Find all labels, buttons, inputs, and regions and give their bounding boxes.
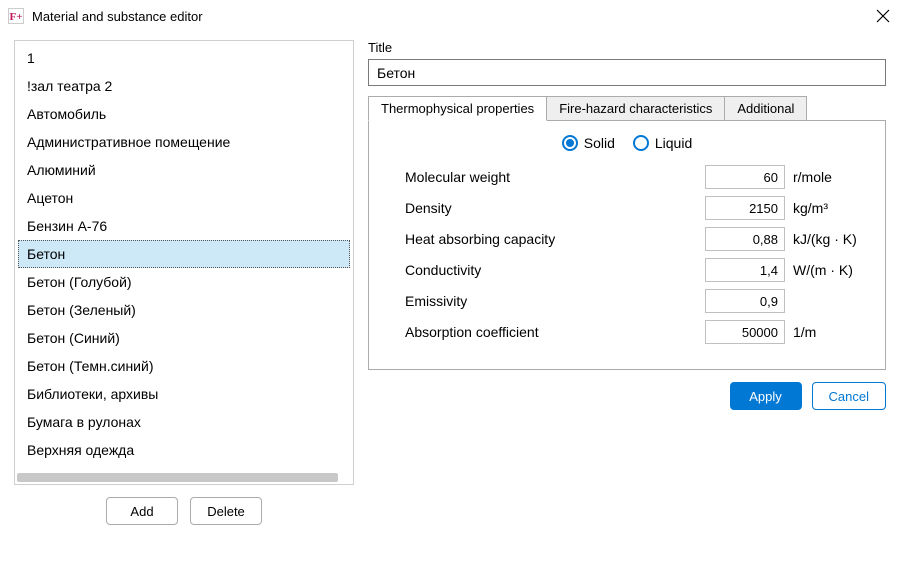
tab-thermo[interactable]: Thermophysical properties [368,96,547,121]
content: 1!зал театра 2АвтомобильАдминистративное… [0,32,900,561]
prop-unit: kJ/(kg · K) [793,231,865,247]
list-item[interactable]: Бетон (Синий) [18,324,350,352]
prop-row: Molecular weight r/mole [389,165,865,189]
delete-button[interactable]: Delete [190,497,262,525]
prop-unit: kg/m³ [793,200,865,216]
prop-row: Absorption coefficient 1/m [389,320,865,344]
radio-liquid-indicator [633,135,649,151]
add-button[interactable]: Add [106,497,178,525]
prop-row: Emissivity [389,289,865,313]
tabs: Thermophysical properties Fire-hazard ch… [368,96,886,121]
phase-radio-group: Solid Liquid [389,135,865,151]
title-input[interactable] [368,59,886,86]
window-title: Material and substance editor [32,9,203,24]
list-item[interactable]: Административное помещение [18,128,350,156]
prop-label: Density [405,200,705,216]
prop-input[interactable] [705,227,785,251]
hscrollbar[interactable] [15,473,353,484]
radio-solid[interactable]: Solid [562,135,615,151]
list-item[interactable]: Ацетон [18,184,350,212]
prop-input[interactable] [705,165,785,189]
radio-solid-label: Solid [584,135,615,151]
prop-label: Conductivity [405,262,705,278]
tab-panel-thermo: Solid Liquid Molecular weight r/mole Densi… [368,120,886,370]
list-item[interactable]: Бетон (Зеленый) [18,296,350,324]
radio-solid-indicator [562,135,578,151]
app-icon-text: F+ [10,11,23,23]
list-item[interactable]: Автомобиль [18,100,350,128]
prop-label: Molecular weight [405,169,705,185]
prop-unit: W/(m · K) [793,262,865,278]
list-item[interactable]: Бумага в рулонах [18,408,350,436]
prop-unit: 1/m [793,324,865,340]
prop-label: Emissivity [405,293,705,309]
left-panel: 1!зал театра 2АвтомобильАдминистративное… [14,40,354,549]
close-icon[interactable] [876,9,890,23]
tab-fire[interactable]: Fire-hazard characteristics [547,96,725,121]
list-item[interactable]: Алюминий [18,156,350,184]
prop-row: Heat absorbing capacity kJ/(kg · K) [389,227,865,251]
material-list-scroll[interactable]: 1!зал театра 2АвтомобильАдминистративное… [15,41,353,473]
prop-input[interactable] [705,258,785,282]
list-item[interactable]: Верхняя одежда [18,436,350,464]
list-item[interactable]: Бетон (Голубой) [18,268,350,296]
list-item[interactable]: 1 [18,44,350,72]
radio-liquid[interactable]: Liquid [633,135,692,151]
prop-input[interactable] [705,320,785,344]
apply-button[interactable]: Apply [730,382,802,410]
prop-row: Conductivity W/(m · K) [389,258,865,282]
cancel-button[interactable]: Cancel [812,382,886,410]
list-item[interactable]: Бетон [18,240,350,268]
radio-liquid-label: Liquid [655,135,692,151]
prop-label: Absorption coefficient [405,324,705,340]
list-item[interactable]: Бензин А-76 [18,212,350,240]
prop-label: Heat absorbing capacity [405,231,705,247]
list-item[interactable]: Бетон (Темн.синий) [18,352,350,380]
right-panel: Title Thermophysical properties Fire-haz… [368,40,886,549]
app-icon: F+ [8,8,24,24]
titlebar: F+ Material and substance editor [0,0,900,32]
prop-input[interactable] [705,289,785,313]
title-label: Title [368,40,886,55]
prop-input[interactable] [705,196,785,220]
tab-additional[interactable]: Additional [725,96,807,121]
material-list: 1!зал театра 2АвтомобильАдминистративное… [14,40,354,485]
list-item[interactable]: !зал театра 2 [18,72,350,100]
list-item[interactable]: Библиотеки, архивы [18,380,350,408]
prop-unit: r/mole [793,169,865,185]
prop-row: Density kg/m³ [389,196,865,220]
window: F+ Material and substance editor 1!зал т… [0,0,900,561]
footer: Apply Cancel [368,382,886,410]
